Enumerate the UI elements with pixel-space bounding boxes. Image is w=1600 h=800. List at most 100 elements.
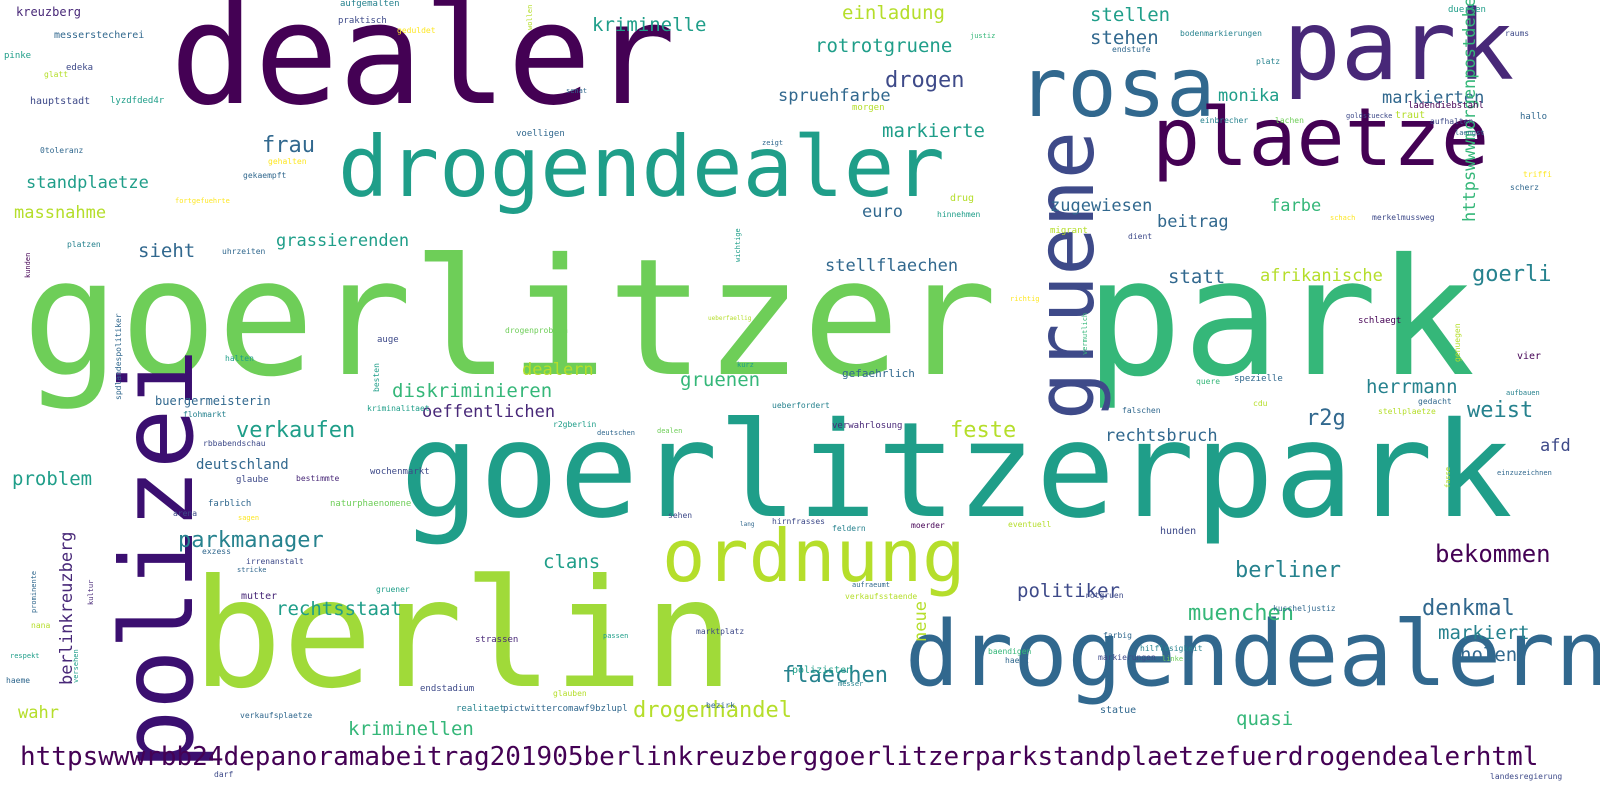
word-quasi: quasi: [1236, 708, 1294, 730]
word-falschen: falschen: [1122, 406, 1161, 415]
word-kurz: kurz: [737, 361, 754, 369]
word-pinke: pinke: [4, 51, 32, 61]
word-hinnehmen: hinnehmen: [937, 210, 981, 219]
word-clans: clans: [543, 551, 601, 573]
word-drogendealer: drogendealer: [338, 118, 945, 216]
word-goerlitzerpark: goerlitzerpark: [400, 394, 1513, 548]
word-bodenmarkierungen: bodenmarkierungen: [1180, 29, 1262, 38]
word-kreuzberg: kreuzberg: [16, 5, 82, 19]
word-markierten: markierten: [1382, 88, 1485, 108]
word-messer: messer: [838, 680, 864, 688]
word-sieht: sieht: [138, 240, 196, 262]
word-goldstuecke: goldstuecke: [1346, 112, 1393, 120]
word-deutschen: deutschen: [597, 429, 635, 437]
word-markiert-2: markiert: [1438, 622, 1530, 644]
word-genuegen: genuegen: [1453, 323, 1462, 362]
word-traut: traut: [1395, 110, 1426, 121]
word-oeffentlichen: oeffentlichen: [422, 402, 556, 422]
word-sagen: sagen: [238, 514, 260, 522]
word-rotrotgruene: rotrotgruene: [815, 35, 953, 57]
word-senat: senat: [566, 87, 588, 95]
word-hilflosigkeit: hilflosigkeit: [1140, 644, 1203, 653]
word-denkmal: denkmal: [1422, 596, 1515, 621]
word-strassen: strassen: [475, 635, 519, 645]
word-verwahrlosung: verwahrlosung: [832, 421, 903, 431]
word-hauptstadt: hauptstadt: [30, 96, 91, 107]
word-feste: feste: [950, 418, 1017, 443]
word-berlin: berlin: [192, 548, 734, 722]
word-glatt: glatt: [44, 70, 69, 79]
word-praktisch: praktisch: [338, 16, 387, 26]
word-park: park: [1085, 225, 1476, 413]
word-verkaufen: verkaufen: [236, 418, 356, 443]
word-schlaegt: schlaegt: [1358, 316, 1402, 326]
word-polizisten: polizisten: [792, 665, 853, 676]
word-passen: passen: [603, 632, 629, 640]
word-geduldet: geduldet: [397, 26, 436, 35]
word-gehalten: gehalten: [268, 157, 307, 166]
word-zeigt: zeigt: [762, 139, 784, 147]
word-buergermeisterin: buergermeisterin: [155, 394, 271, 408]
word-statue: statue: [1100, 705, 1137, 716]
word-merkelmussweg: merkelmussweg: [1372, 213, 1435, 222]
word-dealer: dealer: [170, 0, 676, 137]
word-rosa: rosa: [1018, 41, 1216, 136]
word-lyzdfded4r: lyzdfded4r: [110, 96, 165, 106]
word-plaetze: plaetze: [1152, 91, 1490, 184]
word-farbig: farbig: [1103, 631, 1132, 640]
word-eventuell: eventuell: [1008, 520, 1052, 529]
word-gruene: gruene: [1019, 131, 1112, 420]
word-goerlitzer: goerlitzer: [22, 225, 998, 413]
word-uhrzeiten: uhrzeiten: [222, 247, 266, 256]
word-haeme: haeme: [6, 676, 31, 685]
word-richtig: richtig: [1010, 295, 1040, 303]
word-drogenproblem: drogenproblem: [505, 326, 568, 335]
word-park-top: park: [1283, 0, 1515, 102]
word-triffi: triffi: [1523, 170, 1552, 179]
word-politiker: politiker: [1017, 580, 1120, 602]
word-laengst: laengst: [1455, 129, 1485, 137]
word-irrenanstalt: irrenanstalt: [246, 557, 304, 566]
word-stellen: stellen: [1090, 4, 1171, 26]
word-stehen: stehen: [1090, 27, 1159, 49]
word-kultur: kultur: [87, 579, 95, 605]
word-fortgefuehrte: fortgefuehrte: [175, 197, 230, 205]
word-voelligen: voelligen: [516, 129, 565, 139]
word-endstufe: endstufe: [1112, 45, 1151, 54]
word-glaube: glaube: [236, 475, 269, 485]
word-aufraeumt: aufraeumt: [852, 581, 890, 589]
word-drogendealern: drogendealern: [905, 602, 1600, 707]
word-gruenen: gruenen: [680, 369, 761, 391]
word-drogenhandel: drogenhandel: [633, 698, 792, 723]
word-mutter: mutter: [241, 591, 278, 602]
word-rechtsstaat: rechtsstaat: [276, 598, 402, 620]
word-vier: vier: [1517, 351, 1542, 362]
word-weist: weist: [1467, 398, 1534, 423]
word-bestimmte: bestimmte: [296, 474, 340, 483]
word-lang: lang: [740, 521, 755, 528]
word-edeka: edeka: [66, 63, 94, 73]
word-platz: platz: [1256, 57, 1281, 66]
word-aufhalten: aufhalten: [1430, 117, 1474, 126]
word-hunden: hunden: [1160, 526, 1197, 537]
word-schach: schach: [1330, 214, 1356, 222]
word-vermutlich: vermutlich: [1081, 312, 1089, 355]
word-holen: holen: [1460, 644, 1518, 666]
word-feldern: feldern: [832, 524, 866, 533]
word-hirnfrasses: hirnfrasses: [772, 517, 825, 526]
word-messerstecherei: messerstecherei: [54, 30, 145, 41]
word-endstadium: endstadium: [420, 684, 475, 694]
word-exzess: exzess: [202, 547, 231, 556]
word-grassierenden: grassierenden: [276, 231, 410, 251]
word-zugewiesen: zugewiesen: [1050, 196, 1153, 216]
word-euro: euro: [862, 202, 903, 222]
word-morgen: morgen: [852, 103, 885, 113]
word-deutschland: deutschland: [196, 457, 289, 473]
word-parkmanager: parkmanager: [178, 528, 324, 553]
word-drogen: drogen: [885, 68, 965, 93]
word-r2gberlin: r2gberlin: [553, 420, 597, 429]
word-neue: neue: [911, 601, 931, 642]
word-problem: problem: [12, 468, 93, 490]
word-spezielle: spezielle: [1234, 374, 1283, 384]
word-fasse: fasse: [1444, 466, 1452, 488]
